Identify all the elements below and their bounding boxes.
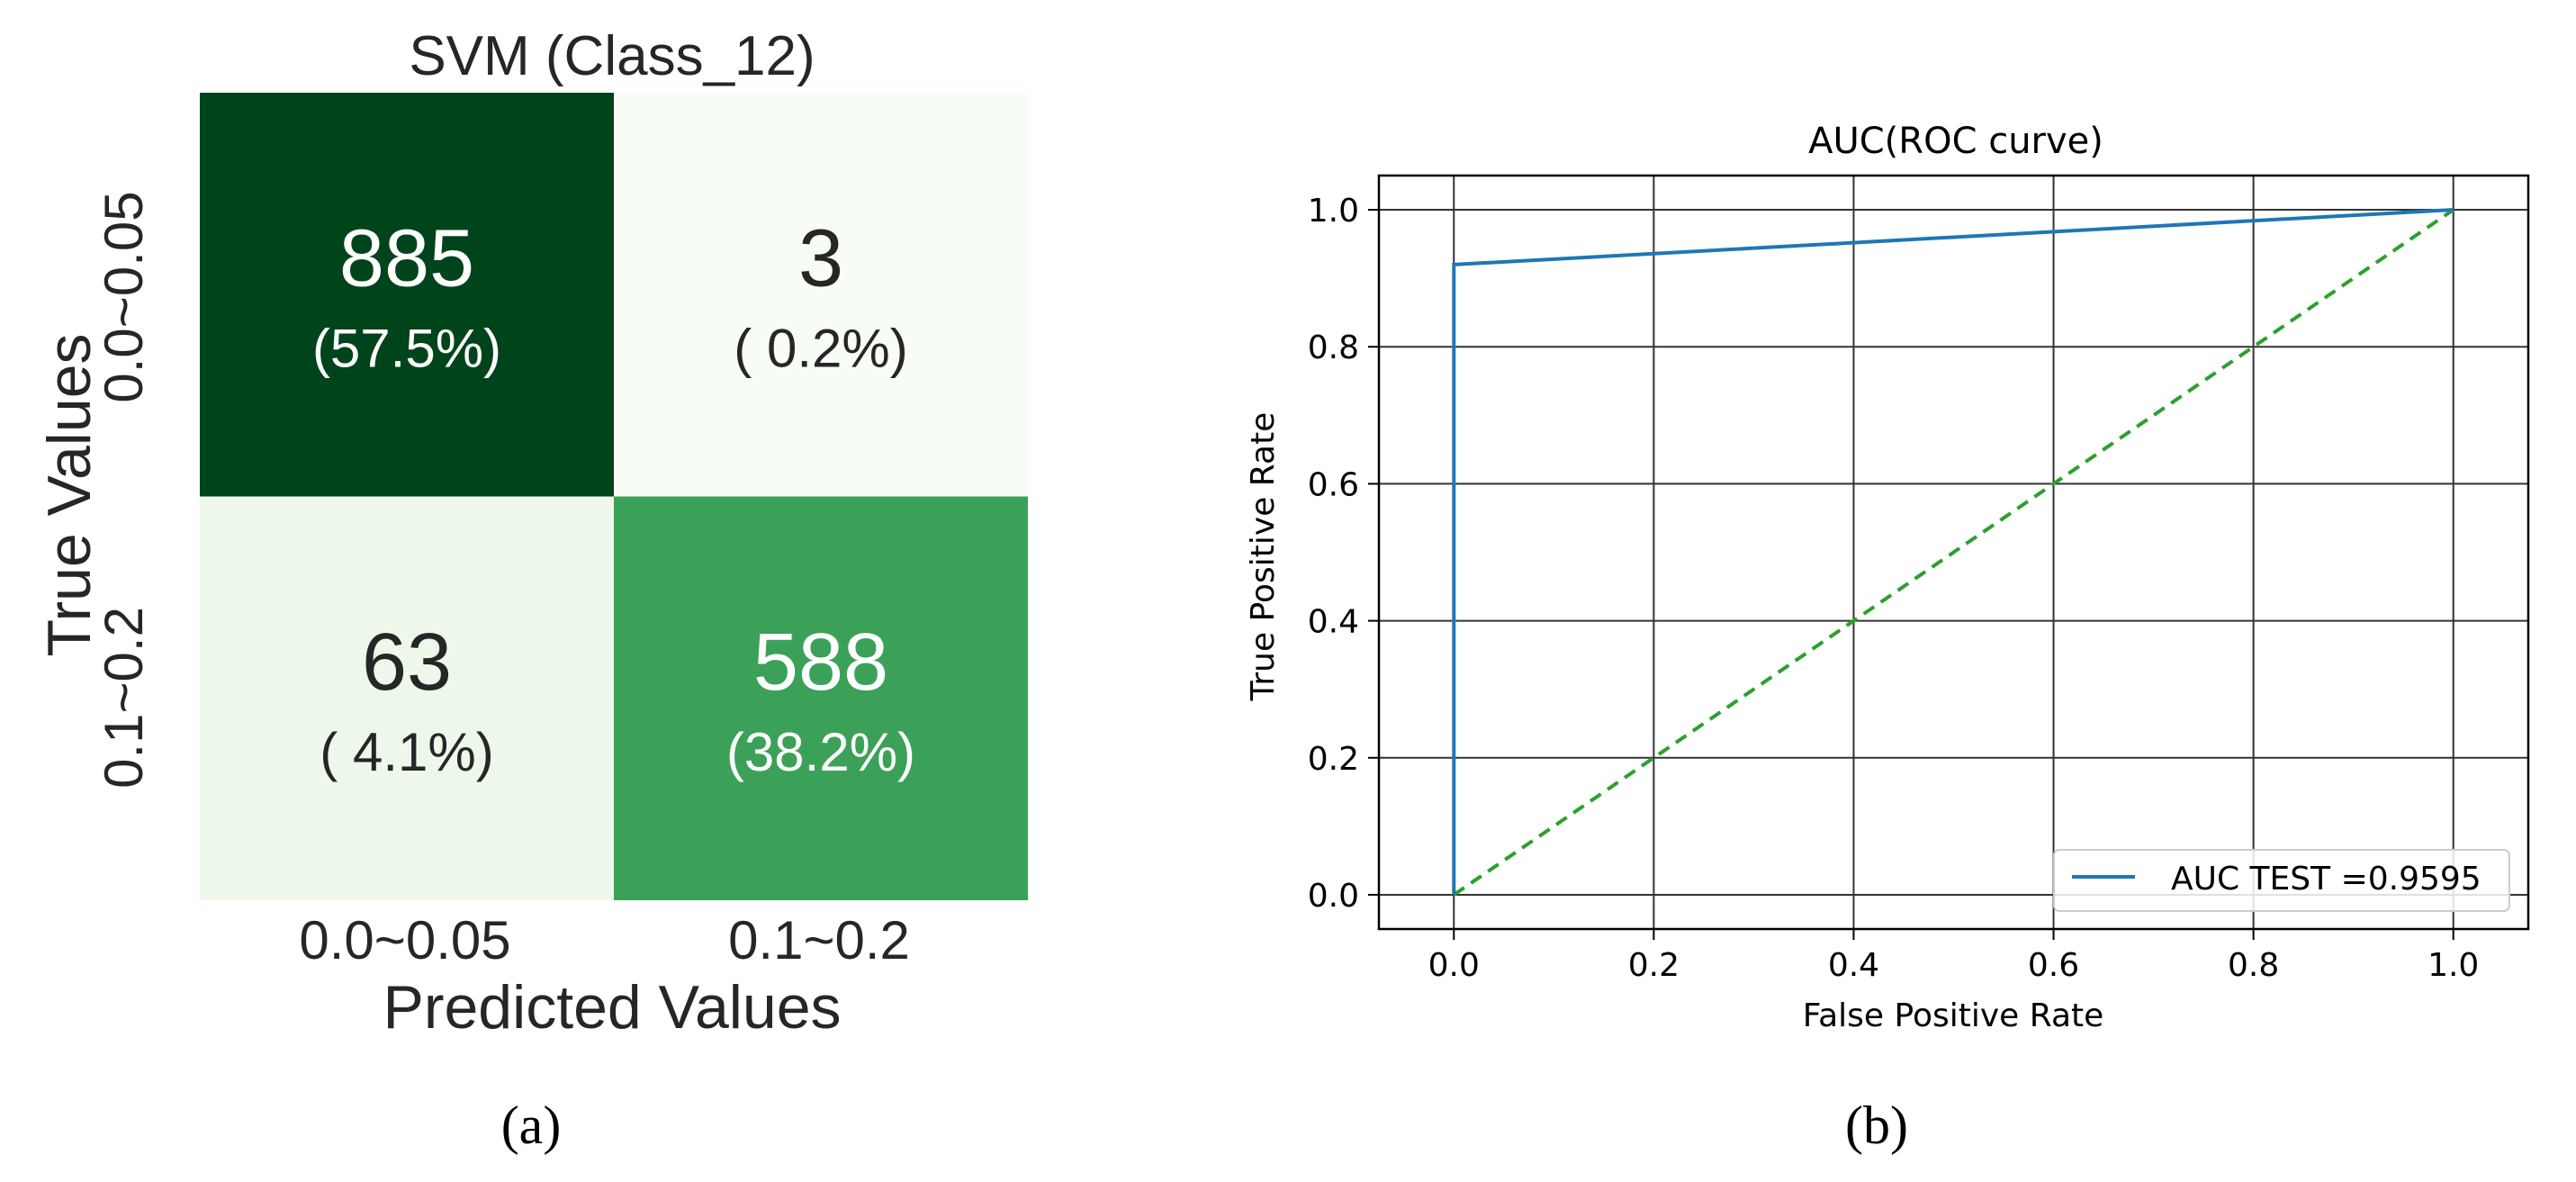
- roc-y-axis-label: True Positive Rate: [1245, 412, 1282, 702]
- heatmap-xtick-label: 0.1~0.2: [728, 910, 910, 970]
- heatmap-cells: 885 (57.5%) 3 ( 0.2%) 63 ( 4.1%) 588 (38.2%): [200, 93, 1028, 900]
- roc-x-tick-label: 0.4: [1828, 947, 1879, 984]
- roc-x-tick-label: 0.0: [1428, 947, 1480, 984]
- roc-legend: AUC TEST =0.9595: [2053, 849, 2510, 912]
- roc-y-tick-label: 0.8: [1308, 329, 1359, 366]
- roc-series: [1452, 208, 2454, 897]
- heatmap-ytick-label: 0.0~0.05: [94, 191, 154, 402]
- roc-x-tick-label: 0.8: [2228, 947, 2279, 984]
- roc-y-tick-label: 0.0: [1308, 878, 1359, 915]
- heatmap-cell-count: 3: [798, 213, 843, 303]
- heatmap-cell-percent: ( 0.2%): [734, 318, 907, 378]
- roc-x-tick-label: 0.6: [2028, 947, 2079, 984]
- roc-panel: AUC(ROC curve) 0.0 0.2 0.4 0.6 0.8 1.00.00.20…: [1245, 121, 2530, 1155]
- roc-x-tick-label: 1.0: [2427, 947, 2479, 984]
- heatmap-cell-count: 885: [339, 213, 474, 303]
- roc-legend-box: [2053, 849, 2510, 912]
- heatmap-ytick-label: 0.1~0.2: [94, 607, 154, 789]
- heatmap-x-axis-label: Predicted Values: [383, 973, 841, 1042]
- heatmap-cell-count: 588: [753, 618, 888, 708]
- panel-label-b: (b): [1845, 1096, 1908, 1155]
- roc-curve-line: [1452, 208, 2454, 895]
- roc-y-tick-label: 0.2: [1308, 741, 1359, 778]
- roc-plot-frame: [1377, 174, 2530, 931]
- heatmap-cell: [200, 496, 614, 900]
- chance-diagonal-line: [1453, 208, 2454, 897]
- heatmap-cell: [200, 93, 614, 497]
- roc-y-tick-label: 0.6: [1308, 466, 1359, 503]
- heatmap-cell-percent: ( 4.1%): [320, 722, 493, 782]
- roc-y-tick-label: 0.4: [1308, 604, 1359, 641]
- heatmap-cell: [614, 496, 1028, 900]
- heatmap-cell: [614, 93, 1028, 497]
- heatmap-xtick-label: 0.0~0.05: [299, 910, 510, 970]
- heatmap-y-axis-label: True Values: [35, 333, 104, 656]
- roc-ticks: 0.0 0.2 0.4 0.6 0.8 1.0 0.0 0.2 0.4 0.6 0.8 1.0: [1308, 193, 2480, 984]
- heatmap-title: SVM (Class_12): [409, 25, 815, 87]
- roc-x-axis-label: False Positive Rate: [1803, 997, 2104, 1034]
- roc-title: AUC(ROC curve): [1808, 121, 2103, 162]
- confusion-matrix-panel: SVM (Class_12) 885 (57.5%) 3 ( 0.2%) 63 ( 4.1…: [35, 25, 1028, 1155]
- roc-legend-label: AUC TEST =0.9595: [2171, 861, 2481, 898]
- panel-label-a: (a): [501, 1096, 562, 1155]
- heatmap-cell-count: 63: [362, 618, 452, 708]
- heatmap-cell-percent: (57.5%): [312, 318, 501, 378]
- roc-y-tick-label: 1.0: [1308, 193, 1359, 230]
- heatmap-cell-percent: (38.2%): [726, 722, 915, 782]
- roc-x-tick-label: 0.2: [1628, 947, 1680, 984]
